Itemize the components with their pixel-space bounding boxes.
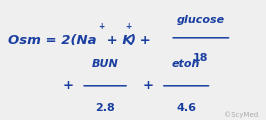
- Text: +: +: [98, 22, 104, 31]
- Text: BUN: BUN: [92, 59, 118, 69]
- Text: + K: + K: [102, 34, 133, 47]
- Text: etoh: etoh: [172, 59, 200, 69]
- Text: 4.6: 4.6: [176, 103, 196, 113]
- Text: ©ScyMed: ©ScyMed: [224, 111, 258, 118]
- Text: +: +: [62, 79, 73, 92]
- Text: +: +: [142, 79, 153, 92]
- Text: +: +: [126, 22, 132, 31]
- Text: Osm = 2(Na: Osm = 2(Na: [8, 34, 97, 47]
- Text: glucose: glucose: [177, 15, 225, 25]
- Text: 18: 18: [193, 53, 209, 63]
- Text: 2.8: 2.8: [95, 103, 115, 113]
- Text: ) +: ) +: [130, 34, 151, 47]
